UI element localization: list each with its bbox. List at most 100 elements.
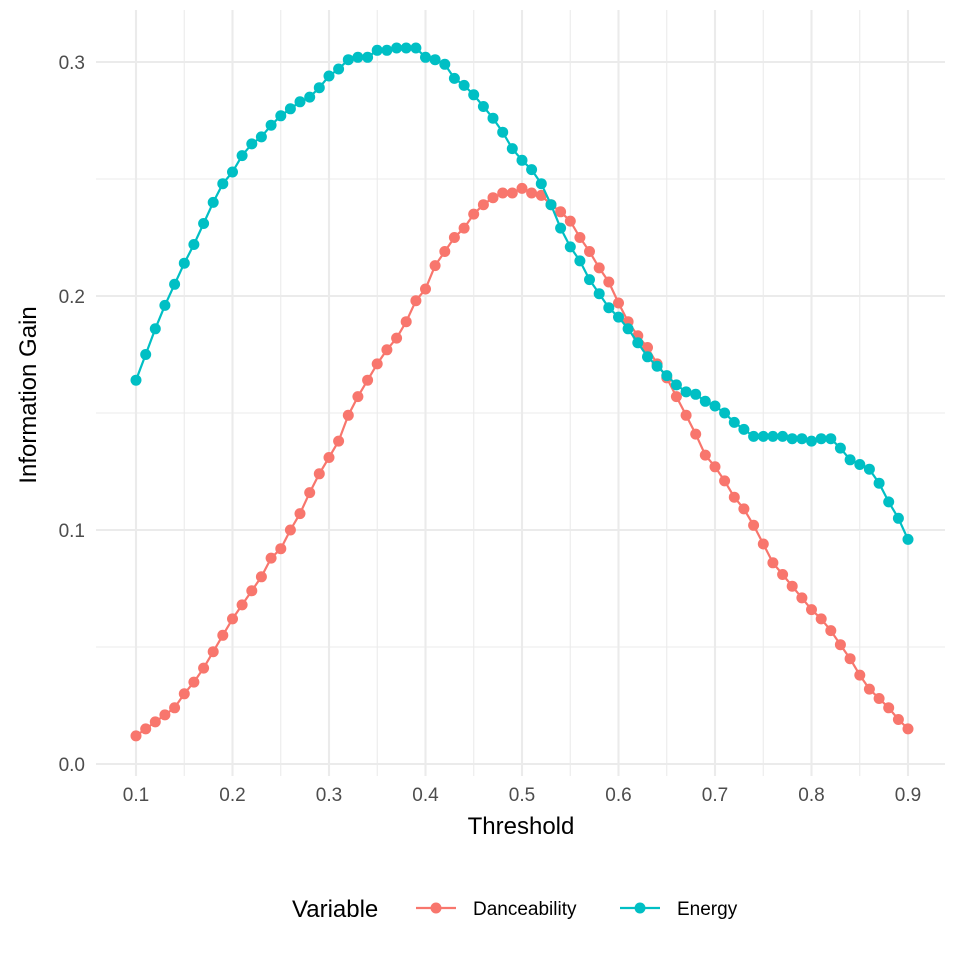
- data-point-danceability: [593, 262, 605, 274]
- data-point-danceability: [699, 449, 711, 461]
- data-point-energy: [149, 323, 161, 335]
- data-point-danceability: [207, 646, 219, 658]
- legend-item-energy: Energy: [620, 899, 738, 920]
- data-point-energy: [690, 388, 702, 400]
- data-point-energy: [680, 386, 692, 398]
- data-point-energy: [140, 349, 152, 360]
- data-point-energy: [613, 311, 624, 323]
- data-point-danceability: [149, 716, 161, 728]
- data-point-danceability: [902, 723, 914, 735]
- y-tick-label: 0.0: [59, 755, 85, 776]
- data-point-danceability: [709, 461, 721, 473]
- data-point-energy: [632, 337, 644, 349]
- data-point-danceability: [304, 487, 316, 499]
- x-tick-label: 0.3: [316, 785, 342, 806]
- data-point-energy: [468, 89, 480, 101]
- data-point-danceability: [448, 232, 460, 243]
- data-point-energy: [342, 54, 354, 66]
- data-point-danceability: [526, 187, 538, 199]
- data-point-danceability: [246, 585, 258, 597]
- data-point-danceability: [564, 215, 576, 227]
- data-point-energy: [526, 164, 538, 176]
- data-point-danceability: [777, 569, 789, 580]
- data-point-energy: [873, 477, 885, 489]
- data-point-danceability: [420, 283, 431, 295]
- data-point-energy: [796, 433, 808, 445]
- data-point-danceability: [323, 452, 335, 463]
- data-point-danceability: [719, 475, 731, 487]
- data-point-danceability: [140, 723, 152, 735]
- data-point-energy: [555, 222, 567, 234]
- data-point-energy: [313, 82, 325, 94]
- data-point-danceability: [236, 599, 248, 611]
- data-point-danceability: [487, 192, 499, 204]
- data-point-danceability: [439, 246, 451, 257]
- data-point-energy: [487, 112, 499, 124]
- data-point-danceability: [178, 688, 190, 700]
- data-point-danceability: [391, 332, 403, 344]
- data-point-energy: [506, 143, 518, 155]
- data-point-energy: [391, 42, 403, 54]
- data-point-danceability: [275, 543, 287, 555]
- data-point-danceability: [265, 552, 277, 564]
- data-point-energy: [420, 51, 431, 63]
- data-point-energy: [429, 54, 441, 66]
- data-point-danceability: [603, 276, 615, 288]
- data-point-energy: [622, 323, 634, 335]
- data-point-energy: [188, 239, 200, 250]
- data-point-energy: [815, 433, 827, 445]
- x-axis-ticks: 0.1 0.2 0.3 0.4 0.5 0.6 0.7 0.8 0.9: [123, 785, 921, 806]
- data-point-danceability: [854, 669, 866, 681]
- data-point-energy: [410, 42, 422, 54]
- y-axis-ticks: 0.0 0.1 0.2 0.3: [59, 53, 85, 776]
- data-point-danceability: [738, 503, 750, 515]
- data-point-danceability: [362, 374, 374, 386]
- data-point-energy: [284, 103, 296, 115]
- data-point-danceability: [786, 580, 798, 592]
- series-energy: [130, 42, 914, 545]
- data-point-energy: [593, 288, 605, 300]
- data-point-danceability: [468, 208, 480, 220]
- data-point-danceability: [863, 683, 875, 695]
- data-point-danceability: [410, 295, 422, 307]
- data-point-energy: [651, 360, 663, 372]
- data-point-danceability: [169, 702, 181, 714]
- data-point-danceability: [883, 702, 895, 714]
- data-point-energy: [545, 199, 557, 211]
- data-point-energy: [362, 51, 374, 63]
- data-point-energy: [748, 430, 760, 442]
- data-point-energy: [130, 374, 142, 386]
- data-point-danceability: [400, 316, 412, 328]
- data-point-energy: [227, 166, 238, 178]
- data-point-energy: [246, 138, 258, 150]
- data-point-energy: [863, 463, 875, 475]
- data-point-energy: [806, 435, 817, 447]
- data-point-energy: [786, 433, 798, 445]
- data-point-energy: [699, 395, 711, 407]
- data-point-energy: [198, 218, 210, 229]
- legend-key-point: [634, 902, 646, 914]
- data-point-danceability: [294, 508, 306, 520]
- data-point-danceability: [284, 524, 296, 536]
- data-point-energy: [738, 423, 750, 435]
- data-point-danceability: [371, 358, 383, 370]
- data-point-energy: [854, 459, 866, 470]
- data-point-energy: [825, 433, 837, 445]
- data-point-danceability: [352, 391, 364, 403]
- data-point-danceability: [535, 189, 547, 201]
- y-tick-label: 0.1: [59, 521, 85, 542]
- series-layer: [130, 42, 914, 742]
- data-point-danceability: [342, 409, 354, 421]
- data-point-danceability: [796, 592, 808, 604]
- data-point-danceability: [748, 519, 760, 531]
- data-point-energy: [371, 44, 383, 56]
- data-point-danceability: [255, 571, 267, 583]
- data-point-danceability: [613, 297, 624, 309]
- data-point-danceability: [497, 187, 509, 199]
- data-point-energy: [217, 178, 229, 190]
- data-point-energy: [844, 454, 856, 466]
- data-point-danceability: [873, 693, 885, 704]
- data-point-energy: [448, 72, 460, 84]
- data-point-energy: [902, 533, 914, 545]
- data-point-energy: [439, 58, 451, 70]
